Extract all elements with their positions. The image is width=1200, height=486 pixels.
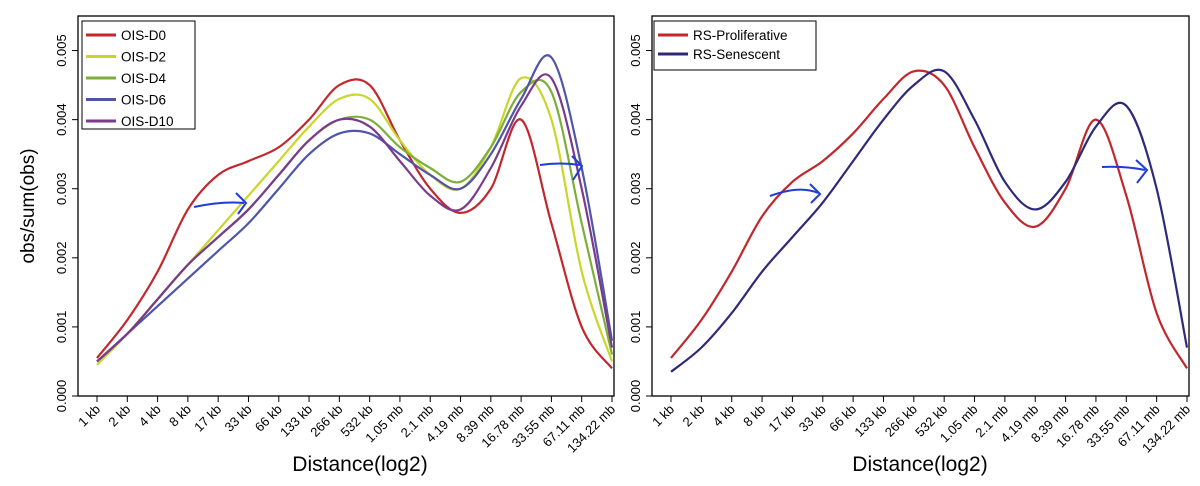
y-tick-label: 0.004: [628, 103, 643, 136]
x-tick-label: 17 kb: [191, 402, 224, 435]
legend-label: RS-Proliferative: [693, 28, 788, 43]
y-tick-label: 0.001: [54, 311, 69, 344]
y-tick-label: 0.005: [54, 34, 69, 67]
arrow-head: [235, 192, 248, 215]
x-axis-label: Distance(log2): [852, 453, 987, 476]
arrow-shift-long-range: [1101, 165, 1146, 171]
x-tick-label: 1 kb: [75, 402, 103, 430]
legend-label: OIS-D10: [121, 114, 174, 129]
y-tick-label: 0.001: [628, 311, 643, 344]
arrow-head: [571, 155, 584, 181]
x-tick-label: 133 kb: [277, 402, 315, 440]
series-lines: [96, 54, 614, 370]
x-tick-label: 266 kb: [882, 402, 920, 440]
series-line-rs-proliferative: [670, 69, 1188, 369]
arrow-shift-long-range: [539, 162, 581, 166]
y-tick-label: 0.000: [628, 380, 643, 413]
legend-label: RS-Senescent: [693, 47, 780, 62]
y-tick-label: 0.000: [54, 380, 69, 413]
series-lines: [670, 68, 1189, 373]
x-tick-label: 8 kb: [166, 402, 194, 430]
series-line-ois-d6: [96, 54, 614, 363]
y-tick-label: 0.004: [54, 103, 69, 136]
legend: OIS-D0 OIS-D2 OIS-D4 OIS-D6 OIS-D10: [81, 20, 196, 130]
legend-label: OIS-D0: [121, 28, 166, 43]
x-tick-label: 266 kb: [307, 402, 345, 440]
shift-arrows: [769, 159, 1149, 204]
arrow-shift-short-range: [769, 188, 819, 197]
x-tick-label: 8 kb: [740, 402, 768, 430]
y-tick-label: 0.002: [628, 242, 643, 275]
x-tick-label: 17 kb: [765, 402, 798, 435]
series-line-ois-d10: [96, 73, 614, 363]
x-tick-label: 33 kb: [221, 402, 254, 435]
y-tick-label: 0.003: [628, 172, 643, 205]
legend-label: OIS-D2: [121, 50, 166, 65]
shift-arrows: [193, 155, 584, 215]
x-tick-label: 2 kb: [679, 402, 707, 430]
x-tick-label: 4 kb: [710, 402, 738, 430]
y-tick-label: 0.005: [628, 34, 643, 67]
y-ticks: 0.000 0.001 0.002 0.003 0.004 0.005: [54, 34, 78, 412]
plot-frame: [651, 15, 1190, 397]
legend-label: OIS-D6: [121, 93, 166, 108]
x-tick-label: 33 kb: [796, 402, 829, 435]
y-ticks: 0.000 0.001 0.002 0.003 0.004 0.005: [628, 34, 652, 412]
legend-box: [81, 20, 196, 130]
arrow-shift-short-range: [193, 201, 245, 208]
y-tick-label: 0.003: [54, 172, 69, 205]
legend: RS-Proliferative RS-Senescent: [653, 20, 817, 71]
chart-panel-ois: obs/sum(obs) Distance(log2) 0.0000.0010.…: [18, 15, 618, 476]
x-tick-label: 1 kb: [649, 402, 677, 430]
x-tick-label: 133 kb: [851, 402, 889, 440]
arrow-head: [1135, 159, 1149, 184]
legend-box: [653, 20, 817, 71]
y-tick-label: 0.002: [54, 242, 69, 275]
x-axis-label: Distance(log2): [292, 453, 427, 476]
x-tick-label: 4 kb: [136, 402, 164, 430]
y-axis-label: obs/sum(obs): [18, 148, 39, 263]
plot-frame: [77, 15, 615, 397]
chart-panel-rs: Distance(log2) 0.000 0.001 0.002 0.003 0.004…: [628, 15, 1193, 476]
arrow-head: [809, 183, 822, 204]
series-line-rs-senescent: [670, 68, 1189, 373]
series-line-ois-d0: [96, 78, 613, 370]
legend-label: OIS-D4: [121, 71, 167, 86]
x-tick-label: 2 kb: [105, 402, 133, 430]
